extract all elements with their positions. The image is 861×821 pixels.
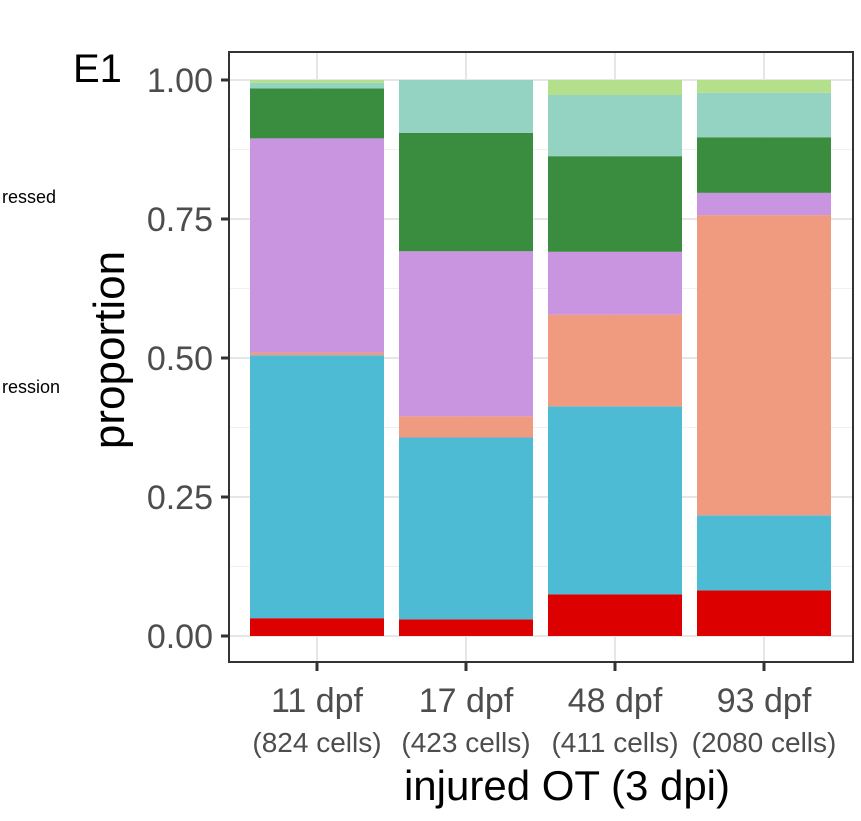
bar-segment-lavender-2 <box>399 251 533 417</box>
x-tick-sublabel: (824 cells) <box>252 727 381 758</box>
y-tick-label: 1.00 <box>147 62 213 100</box>
bar-segment-light-green-1 <box>250 80 384 83</box>
y-axis: 0.00 0.25 0.50 0.75 1.00 <box>147 62 229 656</box>
y-axis-title: proportion <box>85 251 134 449</box>
bar-segment-blue-4 <box>697 515 831 591</box>
x-tick-sublabel: (423 cells) <box>401 727 530 758</box>
x-tick-sublabel: (2080 cells) <box>692 727 837 758</box>
x-tick-label: 11 dpf <box>271 682 364 720</box>
bars-layer <box>250 80 831 636</box>
x-axis: 11 dpf (824 cells) 17 dpf (423 cells) 48 dpf… <box>252 662 836 758</box>
bar-segment-salmon-4 <box>697 215 831 516</box>
bar-segment-red-3 <box>548 594 682 636</box>
x-axis-title: injured OT (3 dpi) <box>404 762 730 809</box>
panel-label: E1 <box>73 47 122 91</box>
bar-segment-light-green-4 <box>697 80 831 93</box>
bar-segment-blue-1 <box>250 355 384 619</box>
bar-segment-red-4 <box>697 590 831 636</box>
bar-segment-red-1 <box>250 618 384 636</box>
bar-segment-mint-1 <box>250 82 384 89</box>
x-tick-sublabel: (411 cells) <box>551 727 678 758</box>
bar-segment-blue-3 <box>548 406 682 595</box>
bar-segment-red-2 <box>399 619 533 636</box>
y-tick-label: 0.25 <box>147 479 213 517</box>
bar-segment-dark-green-1 <box>250 88 384 139</box>
bar-segment-salmon-3 <box>548 314 682 407</box>
bar-segment-lavender-3 <box>548 251 682 315</box>
bar-segment-blue-2 <box>399 437 533 620</box>
bar-segment-salmon-2 <box>399 416 533 438</box>
bar-segment-lavender-1 <box>250 138 384 353</box>
bar-segment-dark-green-2 <box>399 132 533 252</box>
y-tick-label: 0.00 <box>147 618 213 656</box>
bar-segment-mint-4 <box>697 92 831 138</box>
bar-segment-mint-3 <box>548 95 682 157</box>
legend-fragment-2: ression <box>2 377 60 397</box>
bar-segment-dark-green-4 <box>697 137 831 193</box>
bar-segment-salmon-1 <box>250 352 384 356</box>
bar-segment-mint-2 <box>399 80 533 133</box>
x-tick-label: 93 dpf <box>717 682 812 720</box>
legend-fragment-1: ressed <box>2 187 56 207</box>
x-tick-label: 48 dpf <box>568 682 663 720</box>
y-tick-label: 0.75 <box>147 201 213 239</box>
bar-segment-lavender-4 <box>697 192 831 216</box>
y-tick-label: 0.50 <box>147 340 213 378</box>
bar-segment-dark-green-3 <box>548 156 682 252</box>
x-tick-label: 17 dpf <box>419 682 514 720</box>
bar-segment-light-green-3 <box>548 80 682 96</box>
